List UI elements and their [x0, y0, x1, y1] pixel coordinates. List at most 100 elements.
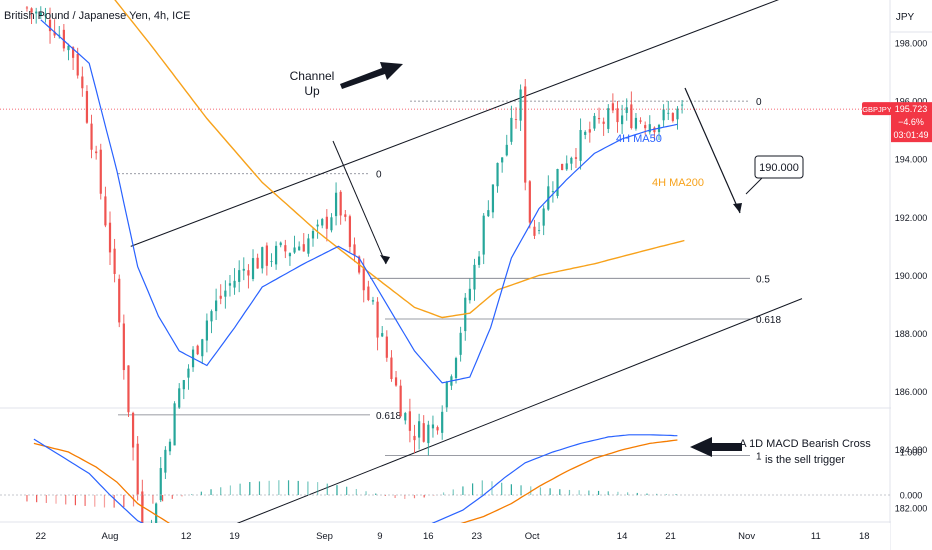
candle-body — [90, 123, 93, 150]
candle-body — [95, 151, 98, 154]
candle-body — [256, 257, 259, 269]
candle-body — [344, 214, 347, 217]
candle-body — [242, 268, 245, 271]
price-tick-label: 182.000 — [895, 503, 928, 513]
candle-body — [178, 388, 181, 408]
price-tick-label: 184.000 — [895, 445, 928, 455]
candle-body — [537, 230, 541, 231]
time-tick-label: 21 — [665, 531, 676, 542]
candle-body — [224, 290, 227, 297]
candle-body — [445, 382, 448, 408]
ma200-line — [114, 0, 685, 319]
time-tick-label: Oct — [525, 531, 540, 542]
candle-body — [390, 357, 393, 380]
candle-body — [58, 34, 61, 36]
time-tick-label: 11 — [811, 531, 821, 542]
candle-body — [570, 157, 573, 164]
channel-upper-line — [130, 0, 780, 247]
fib-level-label: 0.5 — [756, 274, 770, 285]
candle-body — [353, 244, 356, 256]
candle-body — [561, 163, 564, 171]
macd-note-line1: A 1D MACD Bearish Cross — [739, 438, 871, 450]
candle-body — [311, 230, 315, 239]
candle-body — [616, 108, 619, 123]
candle-body — [113, 248, 116, 274]
candle-body — [376, 301, 379, 338]
candle-body — [136, 443, 139, 495]
candle-body — [164, 449, 167, 473]
candle-body — [496, 162, 499, 187]
candle-body — [367, 286, 370, 300]
candle-body — [122, 323, 125, 371]
candle-body — [505, 144, 508, 156]
candle-body — [579, 129, 582, 161]
time-tick-label: 16 — [423, 531, 434, 542]
candle-body — [279, 242, 282, 246]
candle-body — [219, 295, 222, 299]
candle-body — [196, 345, 199, 355]
fib-level-label: 1 — [756, 452, 762, 463]
candle-body — [35, 11, 38, 14]
candle-body — [330, 217, 333, 231]
candle-body — [76, 53, 79, 76]
candle-body — [182, 380, 185, 390]
candle-body — [519, 89, 522, 121]
candle-body — [602, 121, 605, 124]
candle-body — [298, 246, 301, 251]
candle-body — [168, 441, 172, 452]
candle-body — [108, 222, 112, 253]
candle-body — [325, 216, 328, 229]
candle-body — [284, 245, 287, 252]
candlestick-series — [25, 6, 684, 550]
candle-body — [39, 12, 42, 16]
candle-body — [233, 280, 236, 288]
candle-body — [408, 411, 411, 431]
target-callout-text: 190.000 — [759, 162, 799, 174]
candle-body — [422, 423, 425, 442]
candle-body — [316, 224, 319, 227]
candle-body — [71, 47, 75, 58]
candle-body — [501, 157, 504, 163]
candle-body — [81, 76, 84, 89]
candle-body — [510, 117, 513, 142]
candle-body — [62, 29, 65, 49]
candle-body — [473, 264, 476, 290]
candle-body — [385, 336, 388, 358]
fib-level-label: 0 — [756, 97, 762, 108]
candle-body — [533, 226, 536, 236]
channel-up-arrow — [340, 62, 403, 89]
candle-body — [676, 108, 679, 120]
candle-body — [48, 19, 52, 32]
candle-body — [173, 403, 176, 446]
candle-body — [251, 258, 255, 280]
candle-body — [625, 107, 628, 113]
candle-body — [565, 163, 568, 170]
symbol-tag-text: GBPJPY — [862, 105, 892, 114]
projection-arrowhead — [733, 203, 742, 213]
candle-body — [334, 192, 338, 217]
candle-body — [441, 411, 444, 433]
candle-body — [648, 124, 651, 133]
candle-body — [321, 219, 324, 226]
candle-body — [67, 45, 70, 51]
time-tick-label: 14 — [617, 531, 628, 542]
channel-lower-line — [168, 298, 803, 550]
candle-body — [621, 115, 624, 125]
channel-layer — [130, 0, 803, 550]
fib-level-label: 0.618 — [376, 411, 401, 422]
price-tick-label: 190.000 — [895, 271, 928, 281]
candle-body — [431, 424, 435, 429]
candle-body — [671, 113, 674, 121]
candle-body — [468, 288, 471, 301]
time-tick-label: Sep — [316, 531, 333, 542]
candle-body — [228, 283, 232, 286]
candle-body — [302, 244, 305, 252]
price-tag-value: 195.723 — [895, 104, 928, 114]
candle-body — [141, 491, 144, 529]
candle-body — [528, 181, 531, 223]
candle-body — [593, 115, 596, 129]
time-tick-label: 9 — [377, 531, 382, 542]
candle-body — [547, 186, 550, 210]
candle-body — [487, 210, 490, 217]
